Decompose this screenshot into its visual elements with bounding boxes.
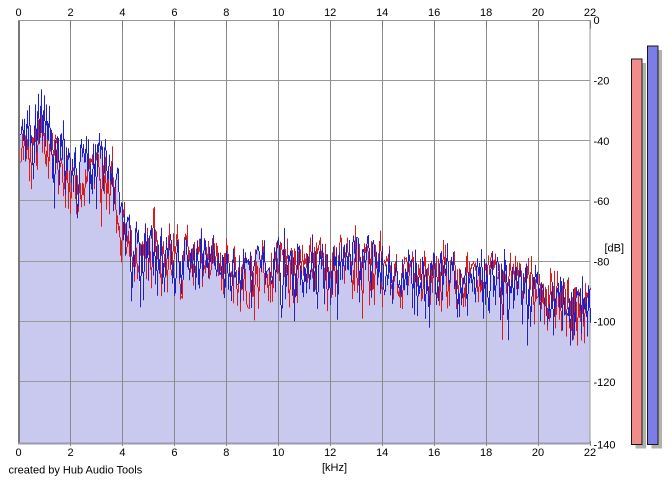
svg-text:12: 12 bbox=[324, 447, 336, 459]
svg-text:-80: -80 bbox=[594, 256, 610, 268]
svg-text:[kHz]: [kHz] bbox=[322, 462, 347, 474]
svg-text:8: 8 bbox=[223, 7, 229, 19]
svg-text:14: 14 bbox=[376, 7, 388, 19]
svg-text:2: 2 bbox=[67, 447, 73, 459]
svg-text:-120: -120 bbox=[594, 377, 616, 389]
svg-text:8: 8 bbox=[223, 447, 229, 459]
svg-text:0: 0 bbox=[15, 447, 21, 459]
svg-text:0: 0 bbox=[594, 15, 600, 27]
svg-text:18: 18 bbox=[480, 7, 492, 19]
svg-text:16: 16 bbox=[428, 447, 440, 459]
svg-text:[dB]: [dB] bbox=[605, 243, 625, 255]
svg-text:20: 20 bbox=[532, 447, 544, 459]
svg-text:10: 10 bbox=[272, 447, 284, 459]
svg-text:6: 6 bbox=[171, 447, 177, 459]
svg-text:-60: -60 bbox=[594, 196, 610, 208]
svg-text:0: 0 bbox=[15, 7, 21, 19]
svg-text:18: 18 bbox=[480, 447, 492, 459]
svg-text:10: 10 bbox=[272, 7, 284, 19]
svg-text:2: 2 bbox=[67, 7, 73, 19]
svg-text:22: 22 bbox=[584, 7, 596, 19]
svg-text:16: 16 bbox=[428, 7, 440, 19]
svg-text:-140: -140 bbox=[594, 440, 616, 452]
svg-text:created by Hub Audio Tools: created by Hub Audio Tools bbox=[9, 465, 143, 477]
svg-text:20: 20 bbox=[532, 7, 544, 19]
svg-text:-100: -100 bbox=[594, 317, 616, 329]
svg-text:-20: -20 bbox=[594, 76, 610, 88]
svg-text:22: 22 bbox=[584, 447, 596, 459]
svg-text:-40: -40 bbox=[594, 136, 610, 148]
svg-text:4: 4 bbox=[119, 7, 125, 19]
svg-text:6: 6 bbox=[171, 7, 177, 19]
svg-text:14: 14 bbox=[376, 447, 388, 459]
svg-text:12: 12 bbox=[324, 7, 336, 19]
svg-text:4: 4 bbox=[119, 447, 125, 459]
